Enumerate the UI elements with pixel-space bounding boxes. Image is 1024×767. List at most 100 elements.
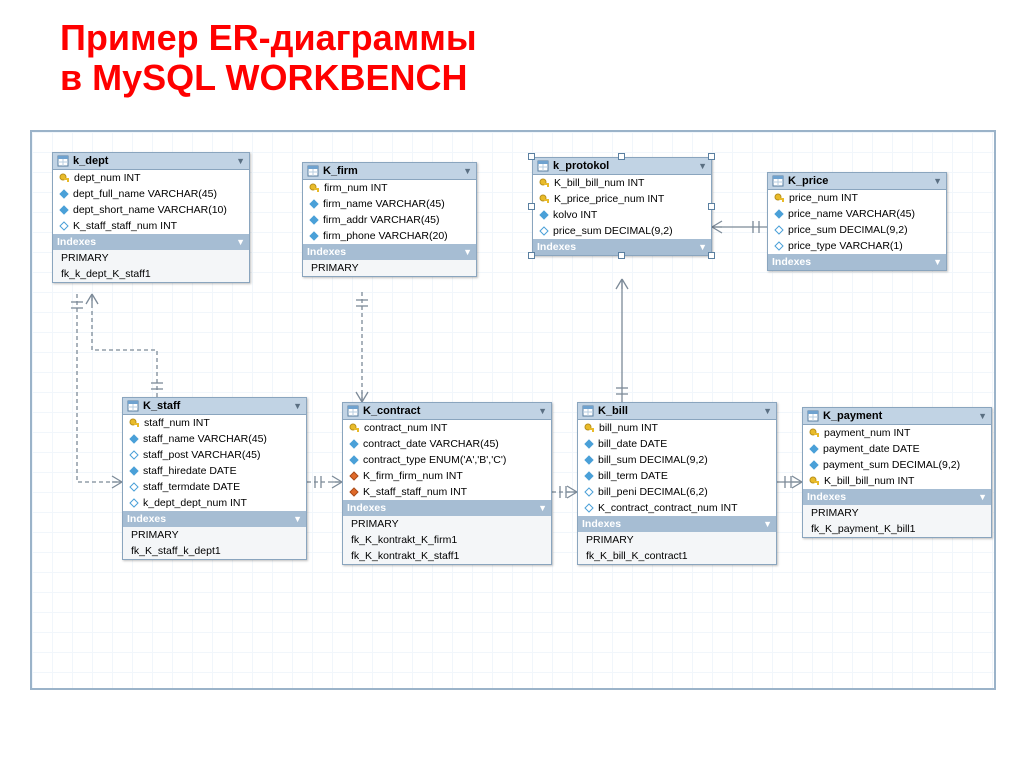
column[interactable]: K_contract_contract_num INT	[578, 500, 776, 516]
column[interactable]: price_num INT	[768, 190, 946, 206]
collapse-icon[interactable]: ▼	[236, 237, 245, 247]
selection-handle[interactable]	[618, 153, 625, 160]
collapse-icon[interactable]: ▼	[236, 156, 245, 166]
entity-k_firm[interactable]: K_firm▼firm_num INTfirm_name VARCHAR(45)…	[302, 162, 477, 277]
column[interactable]: price_name VARCHAR(45)	[768, 206, 946, 222]
column[interactable]: dept_full_name VARCHAR(45)	[53, 186, 249, 202]
column[interactable]: staff_hiredate DATE	[123, 463, 306, 479]
index-item[interactable]: fk_K_kontrakt_K_firm1	[343, 532, 551, 548]
collapse-icon[interactable]: ▼	[463, 247, 472, 257]
entity-k_dept[interactable]: k_dept▼dept_num INTdept_full_name VARCHA…	[52, 152, 250, 283]
selection-handle[interactable]	[528, 203, 535, 210]
index-item[interactable]: fk_k_dept_K_staff1	[53, 266, 249, 282]
collapse-icon[interactable]: ▼	[933, 257, 942, 267]
column[interactable]: firm_name VARCHAR(45)	[303, 196, 476, 212]
selection-handle[interactable]	[708, 153, 715, 160]
column-def: staff_termdate DATE	[143, 481, 240, 493]
entity-k_contract[interactable]: K_contract▼contract_num INTcontract_date…	[342, 402, 552, 565]
column[interactable]: staff_name VARCHAR(45)	[123, 431, 306, 447]
column[interactable]: bill_date DATE	[578, 436, 776, 452]
column[interactable]: dept_num INT	[53, 170, 249, 186]
index-item[interactable]: fk_K_kontrakt_K_staff1	[343, 548, 551, 564]
entity-header[interactable]: k_protokol▼	[533, 158, 711, 175]
collapse-icon[interactable]: ▼	[763, 519, 772, 529]
indexes-header[interactable]: Indexes▼	[343, 500, 551, 516]
indexes-header[interactable]: Indexes▼	[303, 244, 476, 260]
collapse-icon[interactable]: ▼	[978, 411, 987, 421]
indexes-header[interactable]: Indexes ▼	[803, 489, 991, 505]
column[interactable]: contract_num INT	[343, 420, 551, 436]
entity-k_staff[interactable]: K_staff▼staff_num INTstaff_name VARCHAR(…	[122, 397, 307, 560]
entity-k_protokol[interactable]: k_protokol▼K_bill_bill_num INTK_price_pr…	[532, 157, 712, 256]
indexes-header[interactable]: Indexes▼	[53, 234, 249, 250]
column[interactable]: bill_peni DECIMAL(6,2)	[578, 484, 776, 500]
column[interactable]: dept_short_name VARCHAR(10)	[53, 202, 249, 218]
column[interactable]: staff_post VARCHAR(45)	[123, 447, 306, 463]
indexes-header[interactable]: Indexes▼	[768, 254, 946, 270]
index-item[interactable]: PRIMARY	[53, 250, 249, 266]
entity-header[interactable]: K_firm▼	[303, 163, 476, 180]
collapse-icon[interactable]: ▼	[698, 242, 707, 252]
indexes-header[interactable]: Indexes▼	[123, 511, 306, 527]
column[interactable]: K_staff_staff_num INT	[53, 218, 249, 234]
column[interactable]: bill_term DATE	[578, 468, 776, 484]
column[interactable]: payment_date DATE	[803, 441, 991, 457]
entity-header[interactable]: K_payment▼	[803, 408, 991, 425]
column[interactable]: price_sum DECIMAL(9,2)	[768, 222, 946, 238]
selection-handle[interactable]	[528, 153, 535, 160]
column[interactable]: k_dept_dept_num INT	[123, 495, 306, 511]
entity-k_price[interactable]: K_price▼price_num INTprice_name VARCHAR(…	[767, 172, 947, 271]
entity-header[interactable]: K_price▼	[768, 173, 946, 190]
collapse-icon[interactable]: ▼	[293, 401, 302, 411]
index-item[interactable]: PRIMARY	[803, 505, 991, 521]
selection-handle[interactable]	[708, 203, 715, 210]
table-icon	[57, 155, 69, 167]
index-item[interactable]: fk_K_bill_K_contract1	[578, 548, 776, 564]
index-item[interactable]: PRIMARY	[303, 260, 476, 276]
column[interactable]: firm_addr VARCHAR(45)	[303, 212, 476, 228]
column[interactable]: firm_num INT	[303, 180, 476, 196]
index-item[interactable]: PRIMARY	[123, 527, 306, 543]
index-item[interactable]: fk_K_staff_k_dept1	[123, 543, 306, 559]
collapse-icon[interactable]: ▼	[293, 514, 302, 524]
column[interactable]: staff_termdate DATE	[123, 479, 306, 495]
column[interactable]: firm_phone VARCHAR(20)	[303, 228, 476, 244]
column[interactable]: contract_date VARCHAR(45)	[343, 436, 551, 452]
column[interactable]: kolvo INT	[533, 207, 711, 223]
entity-header[interactable]: k_dept▼	[53, 153, 249, 170]
entity-k_bill[interactable]: K_bill▼bill_num INTbill_date DATEbill_su…	[577, 402, 777, 565]
index-item[interactable]: fk_K_payment_K_bill1	[803, 521, 991, 537]
column[interactable]: K_bill_bill_num INT	[533, 175, 711, 191]
selection-handle[interactable]	[528, 252, 535, 259]
collapse-icon[interactable]: ▼	[978, 492, 987, 502]
column[interactable]: K_staff_staff_num INT	[343, 484, 551, 500]
selection-handle[interactable]	[708, 252, 715, 259]
index-item[interactable]: PRIMARY	[578, 532, 776, 548]
indexes-header[interactable]: Indexes▼	[578, 516, 776, 532]
entity-header[interactable]: K_contract▼	[343, 403, 551, 420]
collapse-icon[interactable]: ▼	[698, 161, 707, 171]
entity-header[interactable]: K_bill▼	[578, 403, 776, 420]
column[interactable]: contract_type ENUM('A','B','C')	[343, 452, 551, 468]
column[interactable]: bill_sum DECIMAL(9,2)	[578, 452, 776, 468]
collapse-icon[interactable]: ▼	[933, 176, 942, 186]
column[interactable]: price_type VARCHAR(1)	[768, 238, 946, 254]
collapse-icon[interactable]: ▼	[538, 503, 547, 513]
collapse-icon[interactable]: ▼	[763, 406, 772, 416]
column[interactable]: K_firm_firm_num INT	[343, 468, 551, 484]
column[interactable]: payment_num INT	[803, 425, 991, 441]
selection-handle[interactable]	[618, 252, 625, 259]
column[interactable]: K_price_price_num INT	[533, 191, 711, 207]
collapse-icon[interactable]: ▼	[538, 406, 547, 416]
er-canvas[interactable]: k_dept▼dept_num INTdept_full_name VARCHA…	[30, 130, 996, 690]
column[interactable]: staff_num INT	[123, 415, 306, 431]
index-item[interactable]: PRIMARY	[343, 516, 551, 532]
entity-k_payment[interactable]: K_payment▼payment_num INTpayment_date DA…	[802, 407, 992, 538]
column[interactable]: bill_num INT	[578, 420, 776, 436]
collapse-icon[interactable]: ▼	[463, 166, 472, 176]
column[interactable]: payment_sum DECIMAL(9,2)	[803, 457, 991, 473]
column[interactable]: price_sum DECIMAL(9,2)	[533, 223, 711, 239]
indexes-label: Indexes	[807, 491, 846, 503]
column[interactable]: K_bill_bill_num INT	[803, 473, 991, 489]
entity-header[interactable]: K_staff▼	[123, 398, 306, 415]
